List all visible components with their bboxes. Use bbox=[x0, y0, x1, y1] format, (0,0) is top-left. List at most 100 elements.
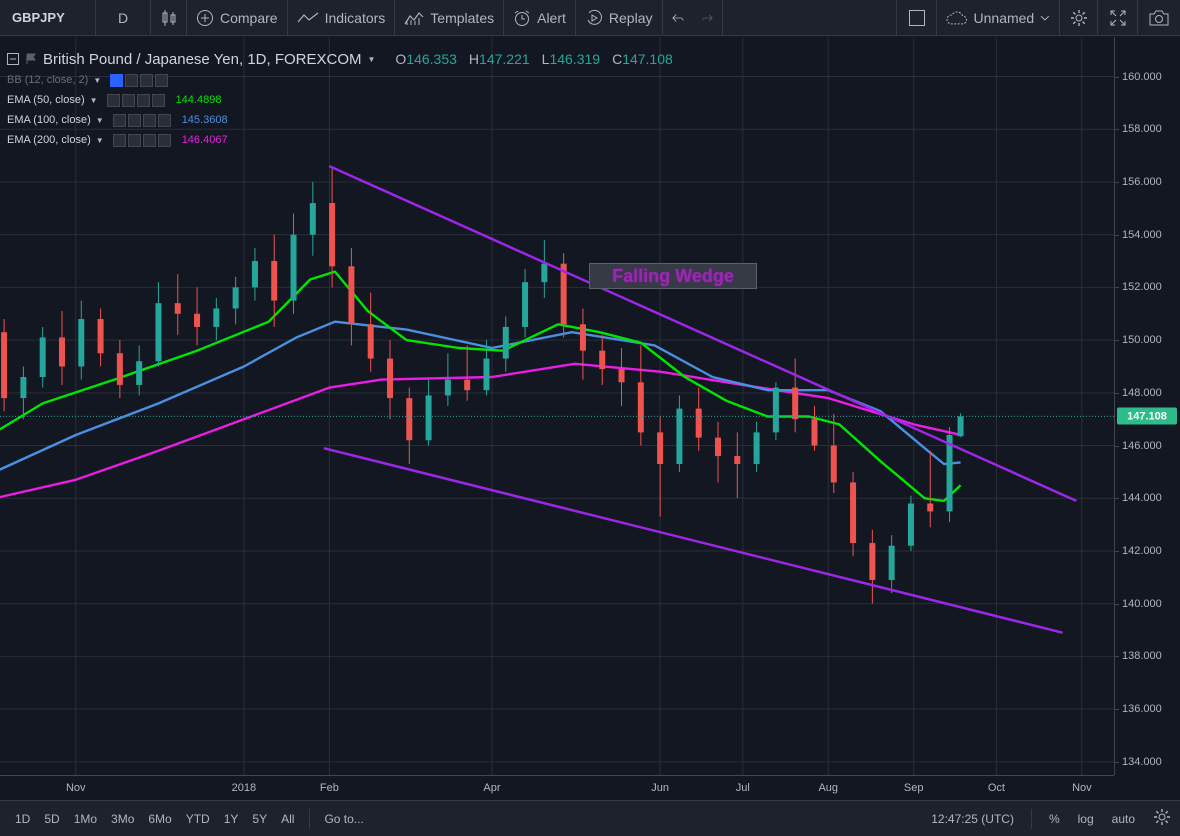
scale-settings-button[interactable] bbox=[1144, 808, 1180, 829]
chevron-down-icon[interactable]: ▼ bbox=[93, 75, 102, 85]
candle-body bbox=[194, 313, 201, 327]
plus-icon[interactable] bbox=[142, 133, 156, 147]
candle-body bbox=[753, 432, 760, 464]
range-button[interactable]: All bbox=[281, 811, 295, 826]
chart-grid bbox=[0, 37, 1114, 775]
price-chart[interactable] bbox=[0, 37, 1114, 775]
candle-body bbox=[560, 263, 567, 325]
ema100-indicator-row[interactable]: EMA (100, close) ▼ 145.3608 bbox=[7, 110, 673, 130]
flag-icon[interactable] bbox=[25, 53, 37, 65]
bottom-right-controls: 12:47:25 (UTC) % log auto bbox=[922, 801, 1180, 836]
settings-button[interactable] bbox=[1060, 0, 1098, 36]
candle-body bbox=[78, 319, 85, 367]
top-toolbar: GBPJPY D Compare Indicators Templates Al… bbox=[0, 0, 1180, 36]
settings-icon[interactable] bbox=[121, 93, 135, 107]
range-button[interactable]: 1D bbox=[15, 811, 31, 826]
snapshot-button[interactable] bbox=[1138, 0, 1180, 36]
range-button[interactable]: 5D bbox=[44, 811, 60, 826]
price-label: 144.000 bbox=[1122, 492, 1162, 505]
fullscreen-toggle-button[interactable] bbox=[897, 0, 937, 36]
candle bbox=[464, 345, 471, 401]
candle bbox=[348, 247, 355, 346]
range-button[interactable]: 6Mo bbox=[148, 811, 172, 826]
chart-style-button[interactable] bbox=[151, 0, 187, 36]
range-button[interactable]: YTD bbox=[185, 811, 210, 826]
candle-body bbox=[599, 350, 606, 370]
candle-body bbox=[772, 387, 779, 433]
close-icon[interactable] bbox=[157, 113, 171, 127]
templates-button[interactable]: Templates bbox=[395, 0, 505, 36]
symbol-title[interactable]: British Pound / Japanese Yen, 1D, FOREXC… bbox=[43, 50, 362, 68]
price-tick bbox=[1115, 76, 1119, 78]
ema100-line bbox=[0, 320, 961, 471]
eye-icon[interactable] bbox=[110, 73, 124, 87]
eye-icon[interactable] bbox=[106, 93, 120, 107]
undo-button[interactable] bbox=[663, 0, 693, 36]
candle bbox=[78, 300, 85, 380]
chevron-down-icon[interactable]: ▼ bbox=[95, 115, 104, 125]
range-button[interactable]: 5Y bbox=[252, 811, 268, 826]
chart-pane[interactable] bbox=[0, 37, 1114, 775]
range-button[interactable]: 1Y bbox=[223, 811, 239, 826]
falling-wedge-annotation[interactable]: Falling Wedge bbox=[589, 263, 757, 289]
low-value: 146.319 bbox=[549, 51, 601, 67]
indicators-button[interactable]: Indicators bbox=[288, 0, 396, 36]
plus-icon[interactable] bbox=[136, 93, 150, 107]
chevron-down-icon[interactable]: ▼ bbox=[367, 54, 376, 64]
close-icon[interactable] bbox=[155, 73, 169, 87]
eye-icon[interactable] bbox=[112, 133, 126, 147]
layout-save-button[interactable]: Unnamed bbox=[937, 0, 1060, 36]
time-label: Feb bbox=[319, 782, 339, 794]
range-button[interactable]: 1Mo bbox=[73, 811, 98, 826]
time-scale[interactable]: Nov 2018 Feb Apr Jun Jul Aug Sep Oct Nov bbox=[0, 775, 1114, 800]
fullscreen-button[interactable] bbox=[1098, 0, 1138, 36]
candle-body bbox=[734, 456, 741, 464]
close-icon[interactable] bbox=[151, 93, 165, 107]
range-button[interactable]: 3Mo bbox=[111, 811, 135, 826]
redo-button[interactable] bbox=[693, 0, 723, 36]
price-tick bbox=[1115, 656, 1119, 658]
symbol-search[interactable]: GBPJPY bbox=[0, 0, 96, 36]
plus-icon[interactable] bbox=[140, 73, 154, 87]
candle-body bbox=[830, 445, 837, 483]
price-label: 156.000 bbox=[1122, 175, 1162, 188]
price-tick bbox=[1115, 498, 1119, 500]
candle bbox=[58, 311, 65, 385]
candle bbox=[97, 308, 104, 367]
candle bbox=[20, 366, 27, 420]
settings-icon[interactable] bbox=[127, 113, 141, 127]
time-label: Aug bbox=[818, 782, 839, 794]
price-label: 148.000 bbox=[1122, 386, 1162, 399]
divider bbox=[309, 808, 311, 829]
clock-display[interactable]: 12:47:25 (UTC) bbox=[931, 811, 1014, 826]
auto-toggle[interactable]: auto bbox=[1111, 811, 1135, 826]
ema200-indicator-row[interactable]: EMA (200, close) ▼ 146.4067 bbox=[7, 130, 673, 150]
candle-body bbox=[869, 543, 876, 580]
collapse-icon[interactable] bbox=[7, 53, 19, 65]
candle bbox=[386, 340, 393, 420]
candle bbox=[425, 379, 432, 446]
chevron-down-icon[interactable]: ▼ bbox=[89, 95, 98, 105]
candle bbox=[406, 387, 413, 464]
replay-button[interactable]: Replay bbox=[576, 0, 663, 36]
candle-body bbox=[174, 303, 181, 314]
price-scale[interactable]: 160.000 158.000 156.000 154.000 152.000 150.0… bbox=[1114, 37, 1180, 775]
eye-icon[interactable] bbox=[112, 113, 126, 127]
settings-icon[interactable] bbox=[127, 133, 141, 147]
close-icon[interactable] bbox=[157, 133, 171, 147]
bb-indicator-row[interactable]: BB (12, close, 2) ▼ bbox=[7, 70, 673, 90]
toolbar-spacer bbox=[723, 0, 897, 36]
log-toggle[interactable]: log bbox=[1077, 811, 1094, 826]
candle-body bbox=[309, 203, 316, 235]
chevron-down-icon[interactable]: ▼ bbox=[95, 135, 104, 145]
percent-toggle[interactable]: % bbox=[1048, 811, 1060, 826]
settings-icon[interactable] bbox=[125, 73, 139, 87]
ema50-indicator-row[interactable]: EMA (50, close) ▼ 144.4898 bbox=[7, 90, 673, 110]
compare-button[interactable]: Compare bbox=[187, 0, 288, 36]
alert-button[interactable]: Alert bbox=[504, 0, 576, 36]
candle bbox=[232, 276, 239, 325]
goto-button[interactable]: Go to... bbox=[324, 811, 364, 826]
interval-button[interactable]: D bbox=[96, 0, 151, 36]
plus-icon[interactable] bbox=[142, 113, 156, 127]
price-tick bbox=[1115, 392, 1119, 394]
